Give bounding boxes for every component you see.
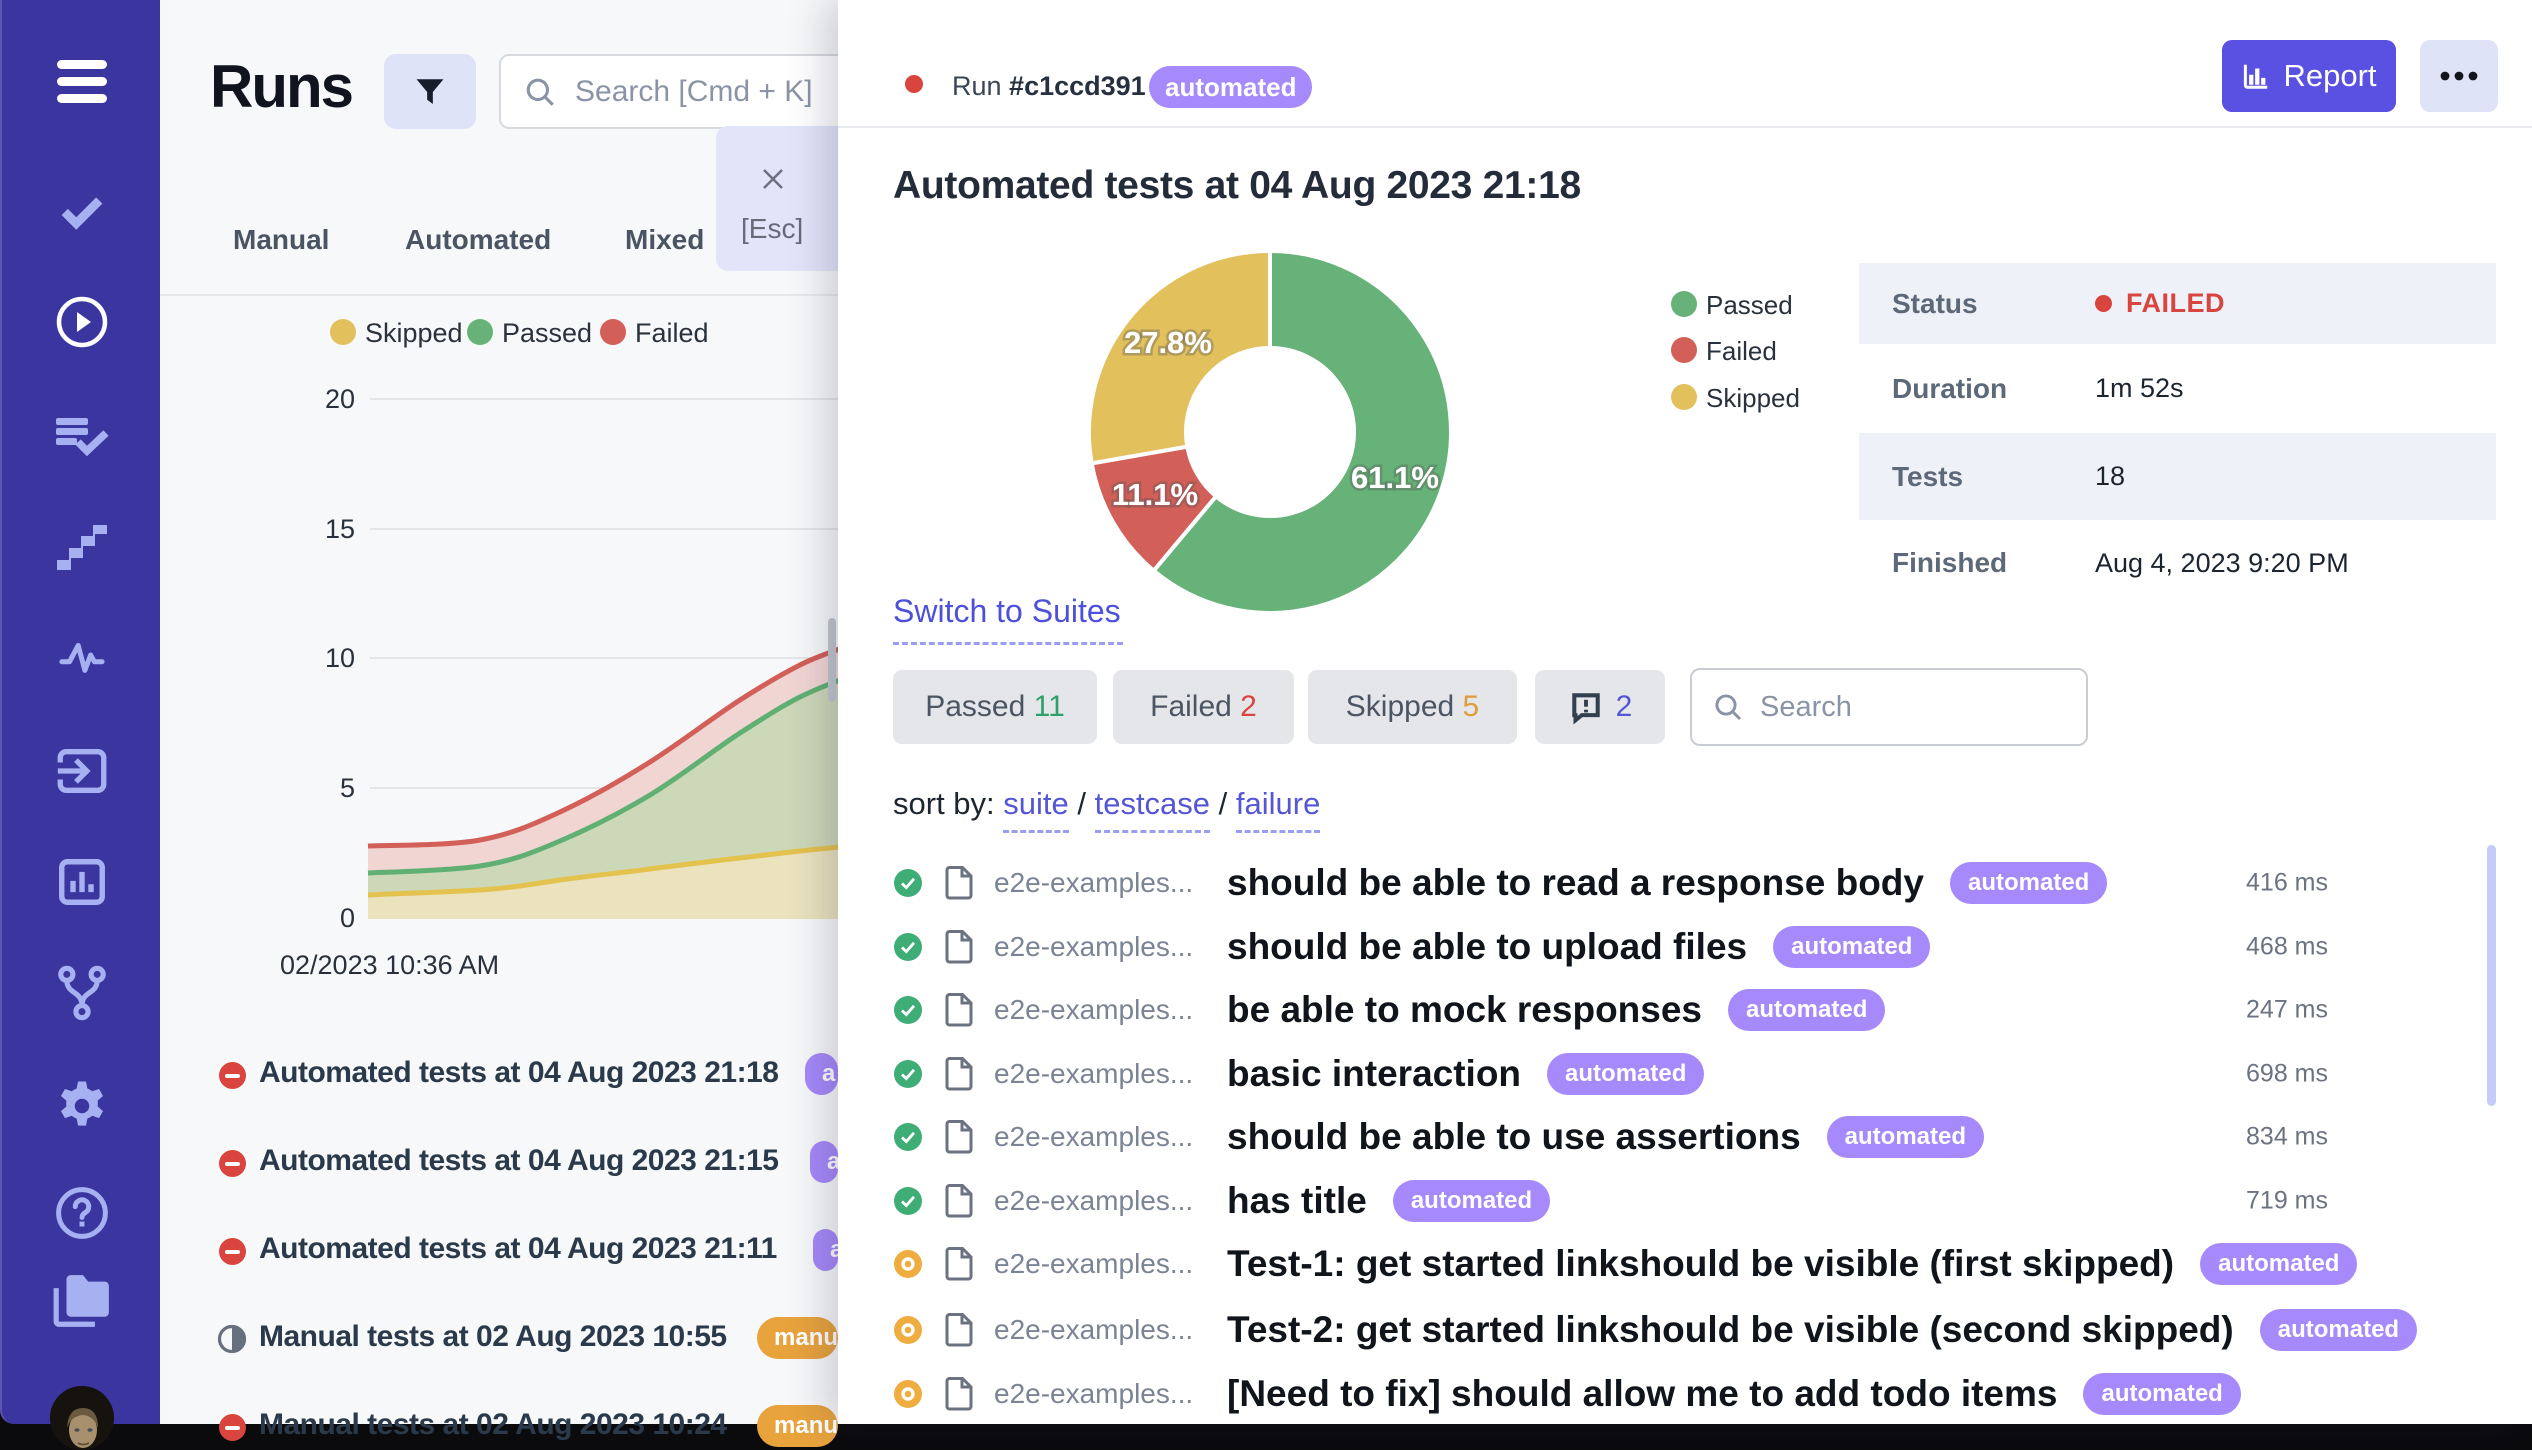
svg-text:61.1%: 61.1% <box>1351 460 1439 495</box>
svg-text:61.1%: 61.1% <box>1351 460 1439 495</box>
svg-text:11.1%: 11.1% <box>1112 477 1198 512</box>
svg-text:11.1%: 11.1% <box>1112 477 1198 512</box>
svg-text:27.8%: 27.8% <box>1124 325 1212 360</box>
svg-text:27.8%: 27.8% <box>1124 325 1212 360</box>
